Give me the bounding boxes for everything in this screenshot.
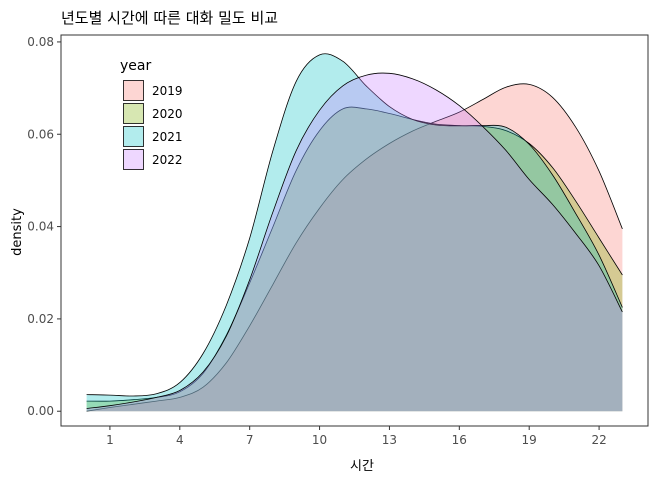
x-tick-label: 7: [246, 433, 254, 447]
area-fill-2022: [86, 73, 623, 412]
area-fill-2019: [86, 83, 623, 412]
legend-label-2020: 2020: [152, 107, 183, 121]
area-fill-2021: [86, 53, 623, 412]
legend-key-2019: [123, 80, 144, 101]
legend-title: year: [120, 58, 151, 74]
x-tick-label: 13: [382, 433, 397, 447]
x-axis-title: 시간: [350, 459, 374, 474]
x-tick-label: 1: [106, 433, 114, 447]
y-tick-label: 0.04: [27, 220, 54, 234]
legend-label-2021: 2021: [152, 130, 183, 144]
density-areas: [86, 53, 623, 412]
legend-key-2020: [123, 103, 144, 124]
legend-label-2019: 2019: [152, 84, 183, 98]
legend-key-2021: [123, 126, 144, 147]
chart-title: 년도별 시간에 따른 대화 밀도 비교: [61, 9, 278, 27]
density-line-2022: [86, 72, 623, 409]
y-axis: 0.00 0.02 0.04 0.06 0.08: [27, 35, 61, 418]
x-tick-label: 16: [452, 433, 467, 447]
y-tick-label: 0.00: [27, 404, 54, 418]
legend-key-2022: [123, 149, 144, 170]
x-tick-label: 22: [591, 433, 606, 447]
area-fill-2020: [86, 107, 623, 412]
legend: year 2019 2020 2021 2022: [120, 58, 183, 170]
y-tick-label: 0.02: [27, 312, 54, 326]
density-line-2019: [86, 83, 623, 412]
y-axis-title: density: [10, 208, 25, 256]
plot-panel-border: [60, 34, 649, 427]
x-axis: 1 4 7 10 13 16 19 22: [106, 426, 607, 447]
y-tick-label: 0.06: [27, 127, 54, 141]
density-line-2021: [86, 53, 623, 397]
density-line-2020: [86, 106, 623, 402]
x-tick-label: 19: [522, 433, 537, 447]
x-tick-label: 10: [312, 433, 327, 447]
y-tick-label: 0.08: [27, 35, 54, 49]
x-tick-label: 4: [176, 433, 184, 447]
legend-label-2022: 2022: [152, 153, 183, 167]
